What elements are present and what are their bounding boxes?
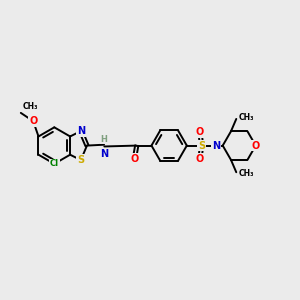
- Text: O: O: [29, 116, 37, 126]
- Text: CH₃: CH₃: [238, 113, 254, 122]
- Text: O: O: [252, 141, 260, 151]
- Text: H: H: [100, 135, 107, 144]
- Text: N: N: [100, 148, 108, 158]
- Text: O: O: [196, 154, 204, 164]
- Text: N: N: [212, 141, 220, 151]
- Text: CH₃: CH₃: [238, 169, 254, 178]
- Text: CH₃: CH₃: [22, 101, 38, 110]
- Text: S: S: [198, 141, 205, 151]
- Text: N: N: [77, 126, 85, 136]
- Text: S: S: [77, 155, 84, 165]
- Text: Cl: Cl: [50, 159, 59, 168]
- Text: O: O: [130, 154, 139, 164]
- Text: O: O: [196, 127, 204, 137]
